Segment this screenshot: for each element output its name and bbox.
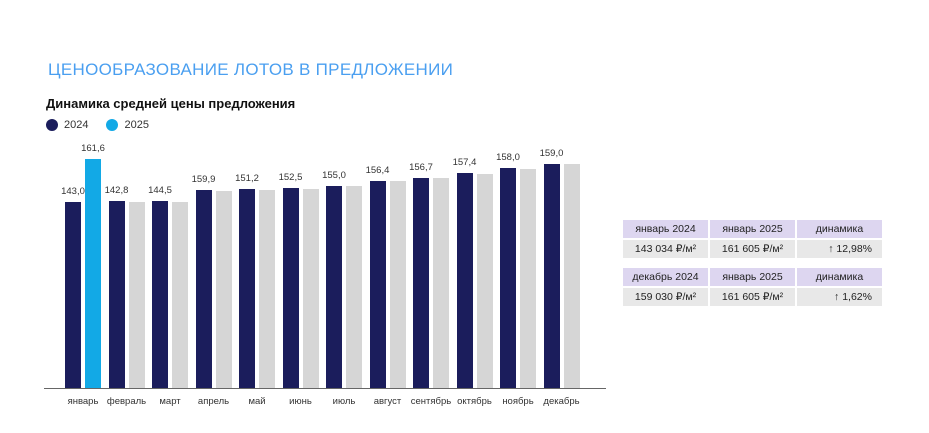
x-axis-tick-label: февраль	[106, 396, 147, 407]
bar-2025-placeholder	[215, 191, 232, 388]
x-axis-tick-label: август	[373, 396, 402, 407]
x-axis-line	[44, 388, 606, 389]
bar-2024	[108, 201, 125, 388]
table-cell-dynamics: ↑ 12,98%	[797, 240, 882, 258]
x-axis-tick-label: апрель	[197, 396, 230, 407]
table-header: динамика	[797, 268, 882, 286]
bar-value-label: 156,4	[365, 165, 390, 176]
table-header: декабрь 2024	[623, 268, 708, 286]
bar-value-label: 155,0	[322, 170, 346, 181]
table-header: январь 2025	[710, 220, 795, 238]
table-cell: 143 034 ₽/м²	[623, 240, 708, 258]
bar-2025-placeholder	[520, 169, 536, 388]
table-header: динамика	[797, 220, 882, 238]
bar-2025-placeholder	[302, 189, 319, 388]
bar-2025-placeholder	[563, 164, 580, 388]
x-axis-tick-label: июль	[332, 396, 356, 407]
bar-2024	[500, 168, 516, 388]
bar-2024	[456, 173, 473, 388]
bar-2025-placeholder	[128, 202, 145, 388]
bar-2024	[369, 181, 386, 388]
x-axis-tick-label: ноябрь	[502, 396, 534, 407]
bar-chart: 143,0 161,6 142,8 144,5 159,9 151,2 152,5 155,0…	[44, 140, 606, 388]
bar-2024	[239, 189, 255, 388]
chart-title: Динамика средней цены предложения	[46, 96, 296, 111]
bar-2025-placeholder	[476, 174, 493, 388]
bar-value-label: 161,6	[81, 143, 105, 154]
bar-value-label: 157,4	[452, 157, 477, 168]
table-cell-dynamics: ↑ 1,62%	[797, 288, 882, 306]
bar-value-label: 158,0	[496, 152, 520, 163]
x-axis-tick-label: май	[248, 396, 266, 407]
table-cell: 161 605 ₽/м²	[710, 288, 795, 306]
legend-label: 2025	[124, 119, 149, 131]
bar-2024	[65, 202, 81, 388]
x-axis-tick-label: январь	[67, 396, 99, 407]
x-axis-tick-label: сентябрь	[410, 396, 452, 407]
bar-2024	[152, 201, 168, 388]
bar-2024	[195, 190, 212, 388]
x-axis-tick-label: декабрь	[543, 396, 580, 407]
legend-label: 2024	[64, 119, 89, 131]
bar-2024	[413, 178, 429, 388]
legend-dot-2025-icon	[106, 119, 119, 131]
bar-2025-placeholder	[259, 190, 275, 388]
bar-value-label: 152,5	[278, 172, 303, 183]
bar-2025-placeholder	[172, 202, 188, 388]
comparison-table-january: январь 2024 январь 2025 динамика 143 034…	[623, 220, 882, 258]
table-header: январь 2025	[710, 268, 795, 286]
bar-2024	[282, 188, 299, 388]
x-axis-tick-label: март	[159, 396, 181, 407]
comparison-table-december: декабрь 2024 январь 2025 динамика 159 03…	[623, 268, 882, 306]
legend-item-2024: 2024	[46, 119, 88, 131]
chart-legend: 2024 2025	[46, 119, 149, 131]
bar-2025	[85, 159, 101, 388]
bar-value-label: 151,2	[235, 173, 259, 184]
table-cell: 161 605 ₽/м²	[710, 240, 795, 258]
table-cell: 159 030 ₽/м²	[623, 288, 708, 306]
legend-dot-2024-icon	[46, 119, 58, 131]
bar-value-label: 142,8	[104, 185, 129, 196]
bar-value-label: 159,9	[191, 174, 216, 185]
bar-value-label: 159,0	[539, 148, 564, 159]
bar-value-label: 156,7	[409, 162, 433, 173]
bar-2024	[543, 164, 560, 388]
bar-2024	[326, 186, 342, 388]
table-header: январь 2024	[623, 220, 708, 238]
x-axis-tick-label: октябрь	[457, 396, 492, 407]
x-axis-tick-label: июнь	[289, 396, 312, 407]
bar-2025-placeholder	[433, 178, 449, 388]
bar-value-label: 144,5	[148, 185, 172, 196]
legend-item-2025: 2025	[106, 119, 149, 131]
bar-2025-placeholder	[389, 181, 406, 388]
section-title: ЦЕНООБРАЗОВАНИЕ ЛОТОВ В ПРЕДЛОЖЕНИИ	[48, 60, 454, 79]
bar-2025-placeholder	[346, 186, 362, 388]
bar-value-label: 143,0	[61, 186, 85, 197]
